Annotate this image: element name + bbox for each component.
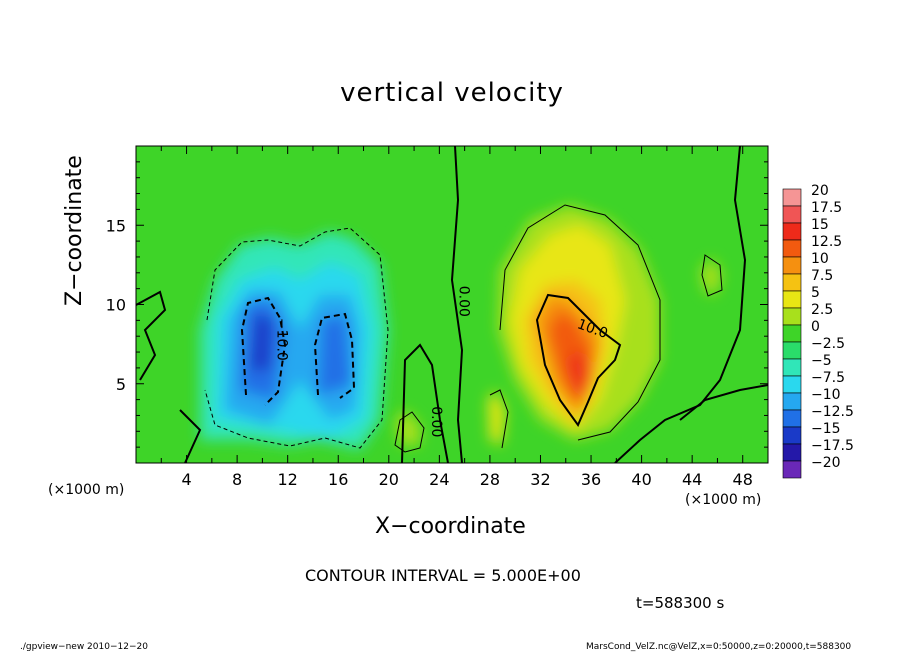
colorbar-label: −20 [811, 455, 841, 471]
x-tick-label: 12 [278, 470, 298, 489]
contour-label: 0.00 [428, 406, 444, 437]
colorbar-label: −2.5 [811, 336, 845, 352]
x-axis-ticks: 4 8 12 16 20 24 28 32 36 40 44 48 [160, 146, 753, 489]
footer-left: ./gpview−new 2010−12−20 [20, 642, 148, 652]
x-tick-label: 40 [631, 470, 651, 489]
colorbar-swatch [782, 324, 802, 343]
colorbar: 2017.51512.5107.552.50−2.5−5−7.5−10−12.5… [782, 183, 854, 479]
x-tick-label: 36 [581, 470, 601, 489]
x-tick-label: 32 [530, 470, 550, 489]
contour-lines [136, 146, 768, 463]
colorbar-swatch [782, 188, 802, 207]
colorbar-label: 15 [811, 217, 829, 233]
x-axis-label: X−coordinate [375, 514, 526, 539]
x-tick-label: 8 [232, 470, 242, 489]
colorbar-swatch [782, 290, 802, 309]
colorbar-swatch [782, 358, 802, 377]
contour-label: 0.00 [456, 286, 472, 317]
colorbar-swatch [782, 239, 802, 258]
x-tick-label: 48 [733, 470, 753, 489]
time-label: t=588300 s [636, 594, 725, 612]
colorbar-swatch [782, 375, 802, 394]
contour-label: −10.0 [274, 318, 290, 361]
colorbar-label: −12.5 [811, 404, 854, 420]
x-tick-label: 44 [682, 470, 702, 489]
x-tick-label: 28 [480, 470, 500, 489]
downdraft-region [200, 232, 388, 450]
colorbar-label: 12.5 [811, 234, 842, 250]
y-axis-label: Z−coordinate [62, 155, 87, 306]
x-tick-label: 16 [328, 470, 348, 489]
colorbar-label: −7.5 [811, 370, 845, 386]
x-axis-unit-right: (×1000 m) [685, 492, 762, 508]
chart-title: vertical velocity [340, 78, 564, 108]
colorbar-swatch [782, 460, 802, 479]
colorbar-swatch [782, 426, 802, 445]
y-tick-label: 15 [106, 216, 126, 235]
x-tick-label: 4 [181, 470, 191, 489]
footer-right: MarsCond_VelZ.nc@VelZ,x=0:50000,z=0:2000… [586, 642, 852, 652]
colorbar-swatch [782, 443, 802, 462]
x-axis-unit-left: (×1000 m) [48, 482, 125, 498]
colorbar-swatch [782, 273, 802, 292]
heatmap-field [136, 146, 768, 463]
colorbar-label: −10 [811, 387, 841, 403]
colorbar-swatch [782, 341, 802, 360]
colorbar-label: −15 [811, 421, 841, 437]
colorbar-swatch [782, 307, 802, 326]
colorbar-label: 10 [811, 251, 829, 267]
x-tick-label: 20 [379, 470, 399, 489]
colorbar-swatch [782, 222, 802, 241]
colorbar-label: −5 [811, 353, 832, 369]
colorbar-swatch [782, 409, 802, 428]
y-tick-label: 10 [106, 296, 126, 315]
contour-interval-label: CONTOUR INTERVAL = 5.000E+00 [305, 566, 581, 585]
colorbar-label: −17.5 [811, 438, 854, 454]
colorbar-label: 7.5 [811, 268, 833, 284]
colorbar-label: 5 [811, 285, 820, 301]
x-tick-label: 24 [429, 470, 449, 489]
y-axis-ticks: 5 10 15 [106, 161, 768, 448]
y-tick-label: 5 [116, 375, 126, 394]
colorbar-label: 20 [811, 183, 829, 199]
colorbar-swatch [782, 256, 802, 275]
colorbar-swatch [782, 392, 802, 411]
colorbar-label: 0 [811, 319, 820, 335]
colorbar-swatch [782, 205, 802, 224]
colorbar-label: 17.5 [811, 200, 842, 216]
colorbar-label: 2.5 [811, 302, 833, 318]
